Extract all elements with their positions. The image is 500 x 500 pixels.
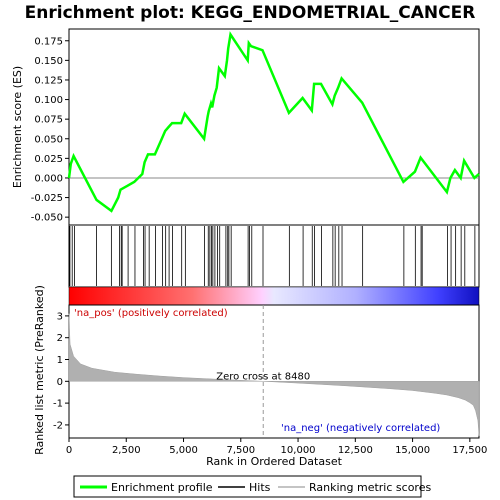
x-tick-label: 12,500	[338, 445, 373, 456]
es-y-tick-label: -0.025	[31, 193, 63, 204]
ranked-metric-panel: -2 -1 0 1 2 3 Zero cross at 8480 'na_pos' (po…	[53, 304, 480, 439]
ranked-y-tick-label: 2	[57, 333, 63, 344]
x-axis-label: Rank in Ordered Dataset	[206, 455, 343, 468]
legend-label-hits: Hits	[249, 481, 271, 494]
es-y-tick-label: 0.050	[34, 134, 63, 145]
x-tick-label: 2,500	[112, 445, 141, 456]
x-axis-ticks: 0 2,500 5,000 7,500 10,000 12,500 15,000 17,500	[66, 438, 487, 456]
x-tick-label: 15,000	[395, 445, 430, 456]
es-y-tick-label: 0.075	[34, 115, 63, 126]
legend-label-enrichment-profile: Enrichment profile	[111, 481, 213, 494]
es-y-tick-label: -0.050	[31, 213, 63, 224]
es-y-axis-label: Enrichment score (ES)	[11, 66, 24, 188]
chart-title: Enrichment plot: KEGG_ENDOMETRIAL_CANCER	[25, 3, 476, 23]
es-y-tick-label: 0.125	[34, 75, 63, 86]
ranked-y-tick-label: 0	[57, 377, 63, 388]
negative-correlation-label: 'na_neg' (negatively correlated)	[281, 423, 440, 434]
ranking-color-bar	[68, 286, 480, 306]
x-tick-label: 7,500	[226, 445, 255, 456]
ranked-y-axis-label: Ranked list metric (PreRanked)	[33, 285, 46, 455]
es-y-tick-label: 0.000	[34, 173, 63, 184]
hit-marks	[69, 226, 476, 286]
enrichment-score-panel: -0.050 -0.025 0.000 0.025 0.050 0.075 0.100 0.1…	[31, 28, 480, 226]
hits-plot-area	[68, 224, 480, 288]
positive-correlation-label: 'na_pos' (positively correlated)	[74, 308, 228, 319]
ranking-metric-area	[68, 313, 480, 436]
ranked-y-tick-label: 3	[57, 311, 63, 322]
es-y-tick-label: 0.150	[34, 56, 63, 67]
enrichment-profile-line	[67, 31, 480, 213]
ranked-plot-area	[68, 304, 480, 439]
es-y-ticks: -0.050 -0.025 0.000 0.025 0.050 0.075 0.100 0.1…	[31, 36, 69, 224]
es-y-tick-label: 0.175	[34, 36, 63, 47]
x-tick-label: 10,000	[281, 445, 316, 456]
es-y-tick-label: 0.025	[34, 154, 63, 165]
ranked-y-ticks: -2 -1 0 1 2 3	[53, 311, 69, 431]
zero-cross-label: Zero cross at 8480	[216, 371, 310, 382]
legend-box	[73, 475, 422, 498]
ranked-y-tick-label: 1	[57, 355, 63, 366]
x-tick-label: 0	[66, 445, 72, 456]
ranked-y-tick-label: -1	[53, 399, 63, 410]
legend-label-ranking-metric: Ranking metric scores	[309, 481, 431, 494]
x-tick-label: 17,500	[452, 445, 487, 456]
x-tick-label: 5,000	[169, 445, 198, 456]
legend: Enrichment profile Hits Ranking metric s…	[73, 475, 431, 498]
es-y-tick-label: 0.100	[34, 95, 63, 106]
ranked-y-tick-label: -2	[53, 420, 63, 431]
hits-panel	[68, 224, 480, 288]
es-plot-area	[68, 28, 480, 226]
